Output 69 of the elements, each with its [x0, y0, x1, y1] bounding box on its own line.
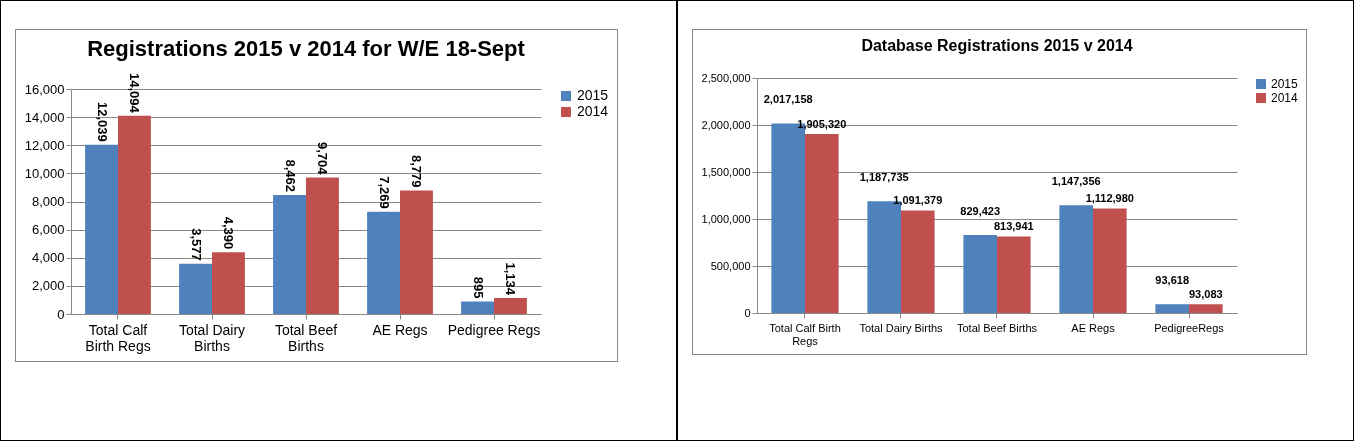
y-tick-label: 0: [57, 306, 65, 322]
bar: [901, 210, 935, 313]
data-label: 4,390: [221, 216, 237, 250]
legend-label: 2014: [577, 103, 609, 119]
data-label: 829,423: [960, 205, 1001, 218]
x-tick-label: Total Calf Birth Regs: [85, 321, 151, 354]
bar: [997, 236, 1031, 313]
x-tick-label: Total Beef Births: [274, 321, 338, 354]
x-tick-label: PedigreeRegs: [1154, 321, 1225, 334]
bar: [963, 235, 997, 313]
bar: [367, 211, 400, 314]
data-label: 1,091,379: [893, 194, 943, 207]
data-label: 1,112,980: [1085, 192, 1134, 205]
bar: [306, 177, 339, 314]
x-tick-label: Total Dairy Births: [178, 321, 246, 354]
bar: [494, 298, 527, 314]
x-tick-label: Pedigree Regs: [447, 321, 541, 338]
bar: [400, 190, 433, 314]
y-tick-label: 8,000: [31, 194, 65, 209]
data-label: 895: [470, 276, 486, 299]
bar: [461, 301, 494, 314]
bar: [1059, 205, 1093, 313]
bar: [179, 263, 212, 314]
data-label: 12,039: [94, 101, 110, 142]
y-tick-label: 1,500,000: [701, 165, 751, 178]
data-label: 2,017,158: [763, 93, 813, 106]
y-tick-label: 2,000,000: [701, 118, 751, 131]
y-tick-label: 14,000: [24, 109, 65, 125]
x-tick-label: AE Regs: [1071, 321, 1116, 334]
data-label: 1,134: [503, 262, 519, 296]
data-label: 1,905,320: [797, 117, 847, 130]
y-tick-label: 6,000: [31, 222, 65, 238]
data-label: 1,147,356: [1051, 175, 1101, 188]
data-label: 1,187,735: [859, 171, 909, 184]
bar: [1093, 208, 1127, 313]
x-tick-label: Total Calf Birth Regs: [769, 321, 841, 347]
y-tick-label: 2,000: [31, 278, 65, 294]
y-tick-label: 2,500,000: [701, 71, 751, 84]
data-label: 7,269: [376, 176, 392, 209]
legend-label: 2015: [577, 87, 609, 103]
legend-label: 2015: [1271, 77, 1299, 91]
y-tick-label: 500,000: [710, 259, 751, 272]
data-label: 813,941: [993, 220, 1034, 233]
bar: [1189, 304, 1223, 313]
x-tick-label: Total Beef Births: [956, 321, 1038, 334]
bar: [1155, 304, 1189, 313]
legend-label: 2014: [1271, 91, 1299, 105]
data-label: 8,462: [282, 159, 298, 192]
y-tick-label: 10,000: [24, 165, 65, 181]
x-tick-label: Total Dairy Births: [859, 321, 944, 334]
chart-title: Registrations 2015 v 2014 for W/E 18-Sept: [87, 36, 526, 62]
bar: [118, 115, 151, 314]
y-tick-label: 12,000: [24, 137, 65, 153]
data-label: 93,083: [1188, 288, 1223, 301]
data-label: 9,704: [315, 141, 331, 176]
y-tick-label: 1,000,000: [701, 212, 751, 225]
bar: [805, 133, 839, 313]
bar: [85, 144, 118, 314]
data-label: 3,577: [188, 228, 204, 261]
bar: [212, 252, 245, 314]
x-tick-label: AE Regs: [372, 321, 428, 338]
y-tick-label: 0: [744, 306, 751, 319]
data-label: 14,094: [127, 73, 143, 114]
chart-title: Database Registrations 2015 v 2014: [861, 37, 1133, 54]
data-label: 8,779: [409, 155, 425, 188]
bar: [273, 195, 306, 314]
y-tick-label: 16,000: [24, 81, 65, 97]
y-tick-label: 4,000: [31, 250, 65, 266]
data-label: 93,618: [1155, 274, 1190, 287]
